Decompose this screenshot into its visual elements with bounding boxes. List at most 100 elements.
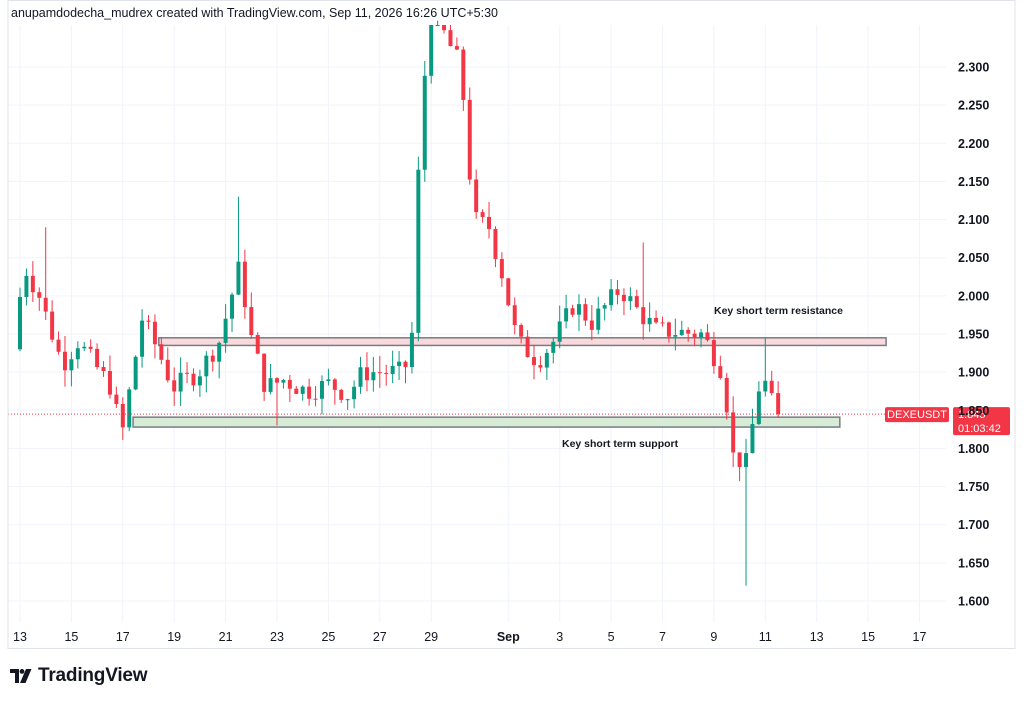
candle[interactable] [699, 328, 704, 348]
candle[interactable] [583, 298, 588, 326]
candle[interactable] [493, 226, 498, 268]
candle[interactable] [88, 339, 93, 353]
candle[interactable] [287, 375, 292, 402]
candle[interactable] [429, 25, 434, 84]
candle[interactable] [127, 387, 132, 432]
candle[interactable] [763, 337, 768, 397]
candle[interactable] [628, 287, 633, 311]
candle[interactable] [673, 318, 678, 351]
candle[interactable] [397, 351, 402, 380]
candle[interactable] [750, 408, 755, 454]
candle[interactable] [332, 378, 337, 405]
candle[interactable] [101, 361, 106, 377]
candle[interactable] [756, 381, 761, 426]
candle[interactable] [409, 321, 414, 374]
candle[interactable] [589, 305, 594, 341]
candle[interactable] [621, 288, 626, 316]
candle[interactable] [82, 342, 87, 352]
candle[interactable] [75, 341, 80, 369]
candle[interactable] [525, 330, 530, 358]
candle[interactable] [519, 323, 524, 344]
candle[interactable] [769, 370, 774, 396]
candle[interactable] [345, 398, 350, 410]
candle[interactable] [416, 156, 421, 342]
candle[interactable] [281, 378, 286, 389]
candle[interactable] [152, 314, 157, 359]
candle[interactable] [178, 357, 183, 406]
candle[interactable] [609, 279, 614, 311]
candlestick-chart[interactable]: Key short term resistance Key short term … [0, 0, 1024, 650]
candle[interactable] [339, 388, 344, 403]
candle[interactable] [538, 356, 543, 373]
candle[interactable] [647, 302, 652, 332]
candle[interactable] [718, 355, 723, 380]
candle[interactable] [56, 331, 61, 355]
candle[interactable] [499, 252, 504, 287]
candle[interactable] [390, 350, 395, 384]
candle[interactable] [602, 302, 607, 321]
candle[interactable] [165, 347, 170, 383]
candle[interactable] [744, 438, 749, 586]
candle[interactable] [660, 316, 665, 327]
candle[interactable] [544, 348, 549, 380]
candle[interactable] [731, 396, 736, 468]
candle[interactable] [705, 324, 710, 342]
candle[interactable] [326, 368, 331, 386]
symbol-tag[interactable] [885, 407, 949, 423]
candle[interactable] [62, 336, 67, 387]
candle[interactable] [114, 386, 119, 408]
candle[interactable] [384, 364, 389, 386]
candle[interactable] [615, 279, 620, 305]
candle[interactable] [576, 294, 581, 331]
candle[interactable] [319, 375, 324, 415]
candle[interactable] [564, 294, 569, 329]
candle[interactable] [352, 380, 357, 409]
candle[interactable] [140, 309, 145, 368]
candle[interactable] [551, 337, 556, 364]
candle[interactable] [371, 356, 376, 392]
candle[interactable] [532, 344, 536, 380]
candle[interactable] [737, 452, 742, 482]
candle[interactable] [442, 25, 447, 34]
candle[interactable] [50, 300, 55, 343]
candle[interactable] [461, 46, 466, 111]
candle[interactable] [487, 201, 492, 239]
candle[interactable] [294, 385, 299, 394]
candle[interactable] [557, 305, 562, 349]
candle[interactable] [313, 386, 318, 407]
candle[interactable] [364, 352, 369, 392]
candle[interactable] [512, 297, 517, 335]
candle[interactable] [107, 355, 112, 399]
candle[interactable] [307, 378, 312, 406]
candle[interactable] [467, 87, 472, 185]
candle[interactable] [474, 169, 479, 219]
candle[interactable] [448, 25, 453, 47]
support-zone[interactable] [132, 416, 841, 428]
candle[interactable] [159, 336, 164, 365]
candle[interactable] [570, 304, 575, 317]
time-axis[interactable]: 13 15 17 19 21 23 25 27 29 Sep 3 5 7 9 11 13 15 17 [13, 630, 926, 644]
candle[interactable] [634, 289, 639, 309]
candle[interactable] [172, 367, 177, 406]
candle[interactable] [230, 292, 235, 333]
candle[interactable] [480, 209, 485, 223]
candle[interactable] [377, 355, 382, 388]
candle[interactable] [724, 372, 729, 420]
candle[interactable] [197, 369, 202, 397]
candle[interactable] [776, 381, 781, 418]
candle[interactable] [358, 356, 363, 394]
candle[interactable] [268, 364, 273, 395]
candle[interactable] [43, 227, 48, 320]
resistance-zone[interactable] [158, 337, 887, 347]
candle[interactable] [692, 329, 697, 347]
candle[interactable] [679, 320, 684, 336]
candle[interactable] [262, 353, 267, 401]
candle[interactable] [69, 351, 74, 387]
candle[interactable] [146, 315, 151, 330]
candle[interactable] [249, 292, 254, 339]
tradingview-brand[interactable]: TradingView [10, 665, 148, 687]
candle[interactable] [223, 304, 228, 353]
candle[interactable] [506, 277, 511, 307]
candle[interactable] [711, 331, 716, 374]
candle[interactable] [191, 368, 196, 392]
